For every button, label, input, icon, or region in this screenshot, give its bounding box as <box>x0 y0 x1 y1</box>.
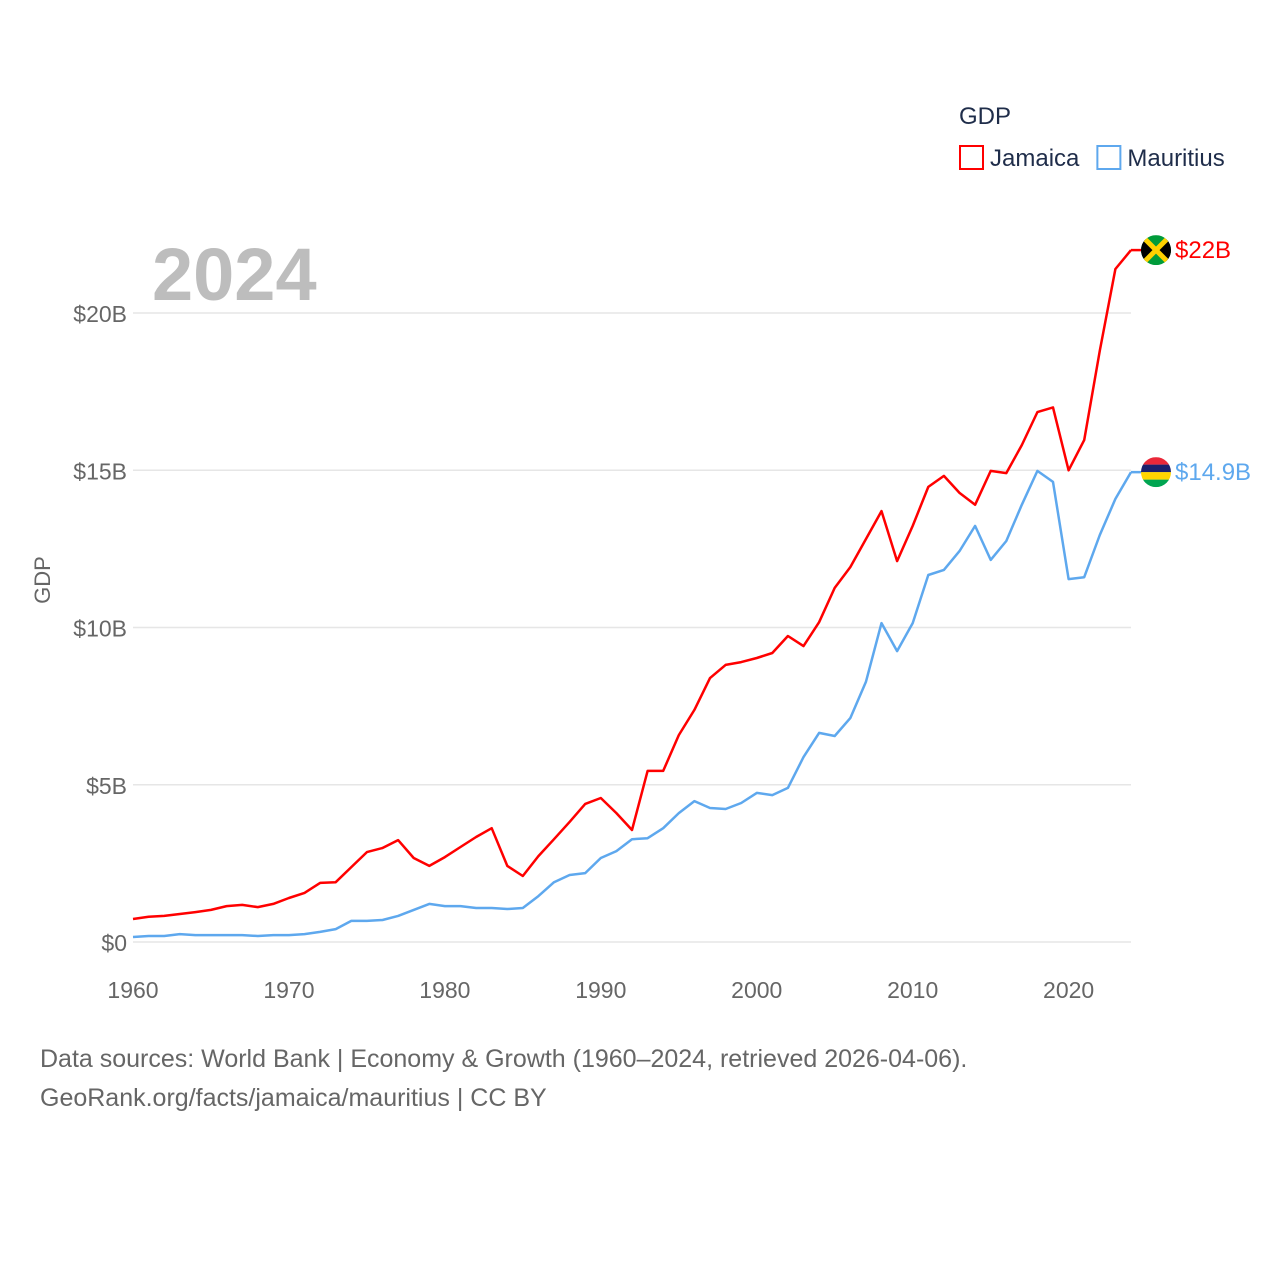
gdp-line-chart: $0 $5B $10B $15B $20B 1960 1970 1980 1990 2000 201… <box>30 103 1251 1003</box>
x-tick-label: 1970 <box>263 977 314 1003</box>
jamaica-flag-icon <box>1141 235 1171 266</box>
legend-swatch <box>1096 145 1122 170</box>
y-tick-label: $20B <box>73 301 127 327</box>
x-tick-label: 1980 <box>419 977 470 1003</box>
end-value-label: $14.9B <box>1175 459 1251 486</box>
legend-title: GDP <box>959 103 1011 130</box>
y-axis-label: GDP <box>30 556 55 604</box>
legend-item-mauritius[interactable]: Mauritius <box>1096 145 1225 172</box>
y-tick-label: $15B <box>73 458 127 484</box>
attribution-link[interactable]: GeoRank.org/facts/jamaica/mauritius | CC… <box>40 1084 547 1112</box>
legend-label: Jamaica <box>990 145 1080 172</box>
legend-item-jamaica[interactable]: Jamaica <box>959 145 1080 172</box>
year-watermark: 2024 <box>152 233 317 316</box>
y-tick-label: $10B <box>73 616 127 642</box>
x-tick-label: 2020 <box>1043 977 1094 1003</box>
x-tick-label: 2010 <box>887 977 938 1003</box>
legend-swatch <box>959 145 984 170</box>
x-tick-label: 1960 <box>107 977 158 1003</box>
data-source-text: Data sources: World Bank | Economy & Gro… <box>40 1045 968 1073</box>
x-tick-label: 1990 <box>575 977 626 1003</box>
mauritius-flag-icon <box>1141 457 1171 488</box>
legend: GDP Jamaica Mauritius <box>959 103 1225 172</box>
series-line-mauritius <box>132 469 1133 939</box>
x-tick-label: 2000 <box>731 977 782 1003</box>
y-tick-label: $0 <box>101 930 127 956</box>
legend-label: Mauritius <box>1127 145 1224 172</box>
end-value-label: $22B <box>1175 237 1231 264</box>
y-tick-label: $5B <box>86 773 127 799</box>
series-line-jamaica <box>132 249 1132 921</box>
